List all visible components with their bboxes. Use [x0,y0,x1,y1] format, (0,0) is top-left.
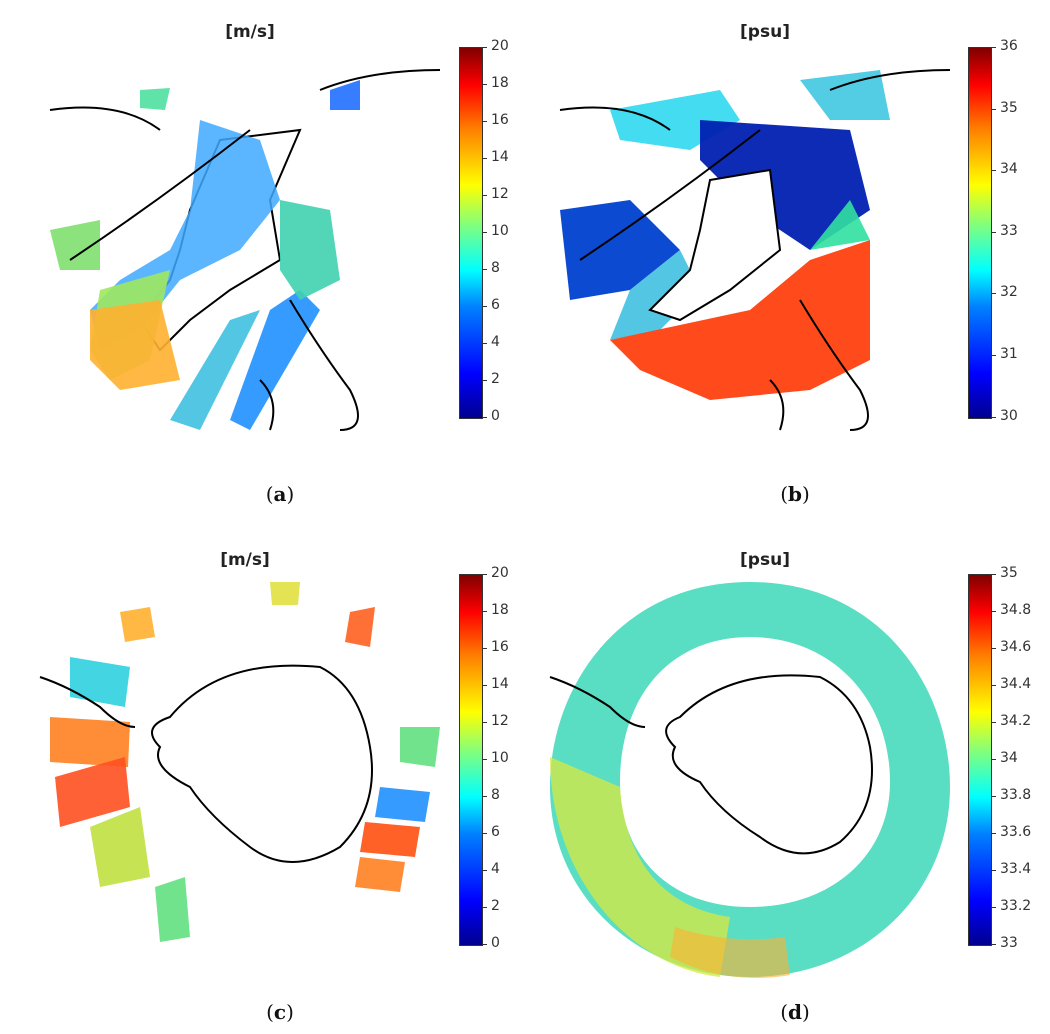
colorbar-a [459,47,483,419]
tick-c-8: 4 [482,861,500,877]
tick-d-0: 35 [991,565,1018,581]
tick-d-2: 34.6 [990,639,1032,655]
tick-a-1: 18 [482,75,509,91]
tick-d-5: 34 [991,750,1018,766]
tick-c-10: 0 [482,935,500,951]
tick-c-5: 10 [482,750,509,766]
tick-c-4: 12 [482,713,509,729]
tick-a-7: 6 [482,297,500,313]
tick-d-6: 33.8 [990,787,1032,803]
colorbar-c [459,574,483,946]
tick-a-8: 4 [482,334,500,350]
tick-b-4: 32 [991,284,1018,300]
tick-c-3: 14 [482,676,509,692]
colorbar-b [968,47,992,419]
tick-b-0: 36 [991,38,1018,54]
tick-d-10: 33 [991,935,1018,951]
tick-a-0: 20 [482,38,509,54]
antarctic-salinity-map [549,582,950,978]
tick-d-9: 33.2 [990,898,1032,914]
caption-b: (b) [780,482,810,506]
tick-b-6: 30 [991,408,1018,424]
map-title-b: [psu] [740,22,790,42]
tick-d-7: 33.6 [990,824,1032,840]
tick-b-5: 31 [991,346,1018,362]
panel-c: [m/s] 20 18 16 14 12 10 8 6 4 2 0 (c) [0,517,525,1034]
antarctic-wind-map [39,582,440,942]
tick-c-1: 18 [482,602,509,618]
tick-c-7: 6 [482,824,500,840]
tick-c-2: 16 [482,639,509,655]
panel-b: [psu] 36 35 34 33 32 31 30 (b) [525,0,1050,517]
arctic-wind-map [49,69,441,431]
tick-c-6: 8 [482,787,500,803]
map-title-a: [m/s] [225,22,275,42]
tick-a-9: 2 [482,371,500,387]
panel-a: [m/s] 20 18 16 14 12 10 8 6 4 2 0 (a) [0,0,525,517]
colorbar-d [968,574,992,946]
tick-b-1: 35 [991,100,1018,116]
tick-d-8: 33.4 [990,861,1032,877]
tick-d-3: 34.4 [990,676,1032,692]
tick-d-4: 34.2 [990,713,1032,729]
tick-a-3: 14 [482,149,509,165]
tick-b-3: 33 [991,223,1018,239]
tick-c-0: 20 [482,565,509,581]
tick-b-2: 34 [991,161,1018,177]
map-title-d: [psu] [740,550,790,570]
tick-a-6: 8 [482,260,500,276]
caption-d: (d) [780,1000,810,1024]
panel-d: [psu] 35 34.8 34.6 34.4 34.2 34 33.8 33.… [525,517,1050,1034]
tick-a-10: 0 [482,408,500,424]
tick-a-4: 12 [482,186,509,202]
caption-a: (a) [265,482,295,506]
tick-d-1: 34.8 [990,602,1032,618]
tick-c-9: 2 [482,898,500,914]
tick-a-5: 10 [482,223,509,239]
arctic-salinity-map [559,69,951,431]
tick-a-2: 16 [482,112,509,128]
map-title-c: [m/s] [220,550,270,570]
caption-c: (c) [266,1000,294,1024]
